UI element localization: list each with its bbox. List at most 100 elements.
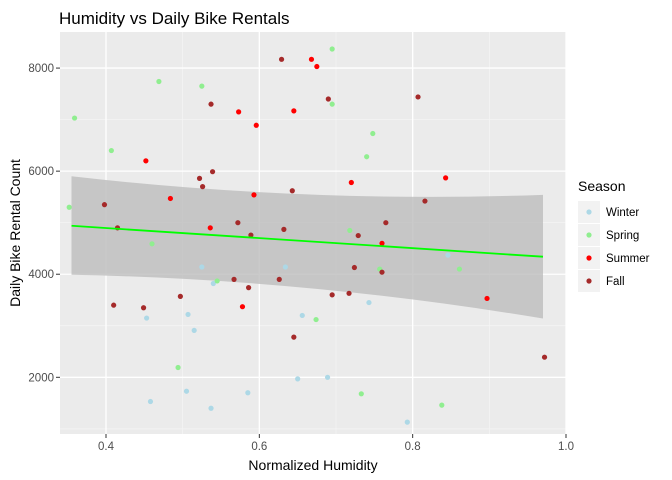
point-summer	[379, 240, 385, 246]
x-tick-label: 1.0	[558, 441, 574, 453]
y-axis-title: Daily Bike Rental Count	[7, 159, 23, 307]
legend-title: Season	[578, 178, 625, 194]
point-summer	[291, 108, 297, 114]
point-winter	[183, 388, 190, 394]
point-spring	[214, 278, 220, 284]
point-summer	[314, 63, 320, 70]
y-tick-label: 8000	[28, 63, 54, 75]
point-summer	[143, 158, 149, 164]
point-fall	[177, 293, 183, 299]
point-fall	[379, 269, 385, 275]
legend-swatch-winter	[586, 209, 592, 215]
point-fall	[422, 198, 428, 204]
point-winter	[404, 419, 410, 425]
point-spring	[370, 130, 376, 137]
point-spring	[199, 83, 205, 89]
point-spring	[456, 266, 463, 272]
point-winter	[185, 311, 191, 318]
point-spring	[439, 402, 445, 408]
point-spring	[313, 316, 319, 323]
point-fall	[355, 232, 361, 239]
point-fall	[541, 354, 548, 360]
point-fall	[248, 232, 254, 238]
x-tick-label: 0.6	[251, 441, 267, 453]
point-winter	[199, 264, 205, 270]
point-fall	[209, 169, 216, 175]
point-fall	[196, 175, 203, 181]
point-fall	[208, 101, 214, 107]
point-fall	[246, 285, 252, 291]
point-fall	[415, 94, 421, 100]
point-winter	[299, 312, 305, 319]
point-spring	[364, 154, 370, 160]
point-fall	[351, 264, 357, 271]
point-winter	[245, 390, 251, 396]
point-winter	[210, 280, 216, 287]
point-winter	[208, 405, 214, 411]
point-summer	[251, 192, 257, 198]
point-winter	[295, 376, 301, 382]
point-summer	[443, 175, 449, 181]
point-fall	[235, 220, 241, 226]
legend-label-fall: Fall	[606, 276, 625, 288]
point-summer	[239, 304, 246, 310]
y-tick-label: 6000	[28, 166, 54, 178]
point-winter	[191, 327, 197, 334]
point-fall	[325, 96, 331, 102]
point-spring	[71, 115, 78, 121]
point-fall	[329, 292, 335, 298]
x-tick-label: 0.4	[98, 441, 115, 453]
point-spring	[347, 227, 353, 234]
point-spring	[358, 391, 364, 397]
legend: Season Winter Spring Summer Fall	[578, 178, 650, 292]
point-winter	[147, 398, 154, 405]
point-fall	[200, 184, 206, 190]
point-winter	[445, 252, 451, 258]
point-summer	[236, 109, 242, 115]
point-winter	[144, 315, 150, 321]
y-axis-ticks: 2000 4000 6000 8000	[28, 63, 60, 384]
legend-swatch-spring	[586, 232, 592, 238]
data-points	[66, 46, 548, 425]
point-fall	[231, 276, 237, 282]
point-spring	[66, 204, 72, 210]
point-fall	[383, 220, 389, 226]
point-fall	[101, 202, 108, 208]
point-spring	[175, 364, 181, 371]
point-winter	[282, 264, 288, 270]
point-fall	[111, 302, 117, 308]
y-tick-label: 2000	[28, 372, 54, 384]
chart-title: Humidity vs Daily Bike Rentals	[59, 9, 290, 28]
legend-label-winter: Winter	[606, 207, 639, 219]
x-tick-label: 0.8	[405, 441, 421, 453]
legend-swatch-summer	[586, 255, 592, 261]
point-summer	[484, 295, 490, 302]
legend-label-spring: Spring	[606, 230, 639, 242]
legend-swatch-fall	[586, 278, 592, 284]
x-axis-title: Normalized Humidity	[248, 457, 377, 473]
point-summer	[348, 179, 354, 186]
point-winter	[366, 299, 372, 306]
point-summer	[253, 122, 259, 128]
point-fall	[140, 305, 147, 311]
x-axis-ticks: 0.4 0.6 0.8 1.0	[98, 434, 574, 453]
point-fall	[289, 188, 295, 194]
trend-line	[71, 224, 544, 258]
point-summer	[207, 225, 213, 231]
point-fall	[346, 290, 352, 296]
point-spring	[149, 241, 155, 247]
point-summer	[167, 195, 173, 202]
point-fall	[281, 226, 287, 232]
point-fall	[291, 334, 297, 340]
confidence-band-area	[71, 176, 543, 319]
point-spring	[156, 78, 162, 85]
point-spring	[329, 46, 335, 52]
regression-line	[71, 224, 544, 258]
point-spring	[329, 101, 335, 107]
point-summer	[308, 56, 315, 62]
y-tick-label: 4000	[28, 269, 54, 281]
legend-label-summer: Summer	[606, 253, 650, 265]
point-fall	[278, 56, 285, 62]
point-winter	[324, 374, 331, 380]
